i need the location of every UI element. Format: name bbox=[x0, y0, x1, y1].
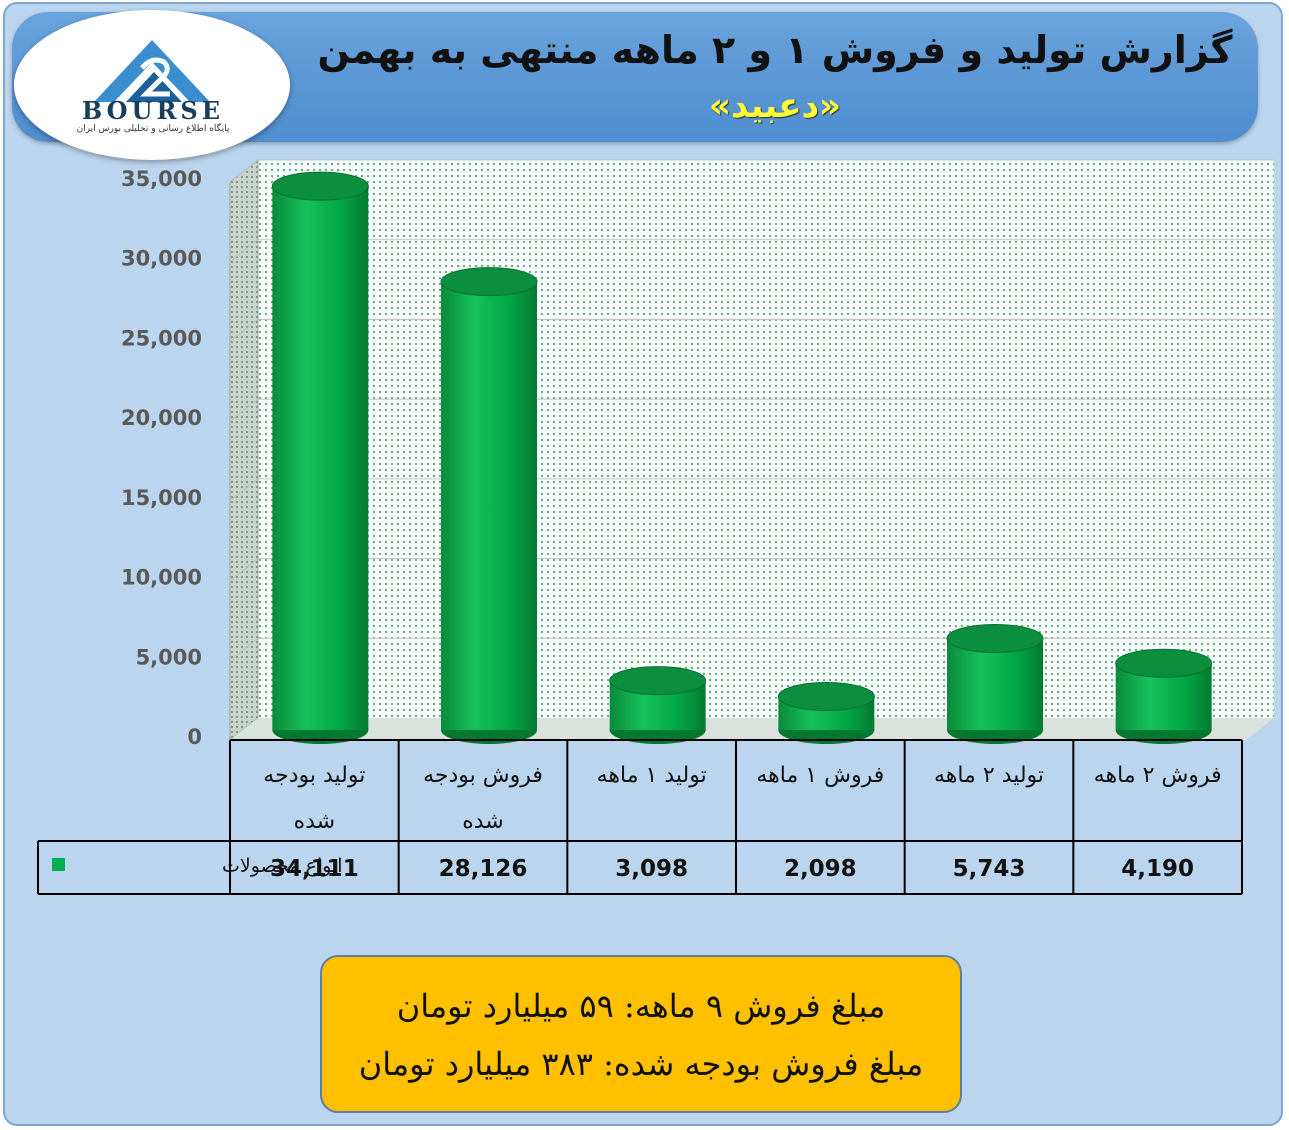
legend-label: انواع محصولات bbox=[222, 855, 343, 877]
y-tick-label: 10,000 bbox=[121, 566, 202, 590]
gridline bbox=[229, 478, 259, 502]
x-tick-label: فروش بودجه bbox=[423, 763, 543, 788]
bar-top bbox=[609, 666, 707, 696]
gridline bbox=[229, 558, 259, 581]
bar-top bbox=[271, 171, 369, 201]
data-label: 4,190 bbox=[1121, 856, 1194, 882]
sales-summary-box: مبلغ فروش ۹ ماهه: ۵۹ میلیارد تومان مبلغ … bbox=[320, 955, 962, 1113]
logo-wordmark: BOURSE bbox=[81, 96, 225, 125]
chart-subtitle: «دعبید» bbox=[709, 86, 841, 126]
bar-top bbox=[440, 267, 538, 297]
gridline bbox=[229, 159, 259, 183]
data-label: 3,098 bbox=[615, 856, 688, 882]
y-tick-label: 20,000 bbox=[121, 406, 202, 430]
gridline bbox=[229, 319, 259, 342]
y-tick-label: 25,000 bbox=[121, 326, 202, 350]
plot-back-wall bbox=[258, 160, 1274, 718]
plot-side-wall bbox=[229, 158, 259, 742]
gridline bbox=[229, 637, 259, 661]
y-tick-label: 30,000 bbox=[121, 247, 202, 271]
y-tick-label: 0 bbox=[187, 725, 202, 749]
x-tick-label: تولید ۱ ماهه bbox=[597, 763, 707, 788]
data-label: 2,098 bbox=[784, 856, 857, 882]
y-tick-label: 15,000 bbox=[121, 486, 202, 510]
bar bbox=[947, 638, 1043, 730]
data-label: 5,743 bbox=[953, 856, 1026, 882]
data-label: 28,126 bbox=[439, 856, 528, 882]
logo-mark-icon bbox=[94, 40, 210, 102]
bar-top bbox=[946, 623, 1044, 653]
y-tick-label: 5,000 bbox=[136, 645, 202, 669]
summary-line-9-month-sales: مبلغ فروش ۹ ماهه: ۵۹ میلیارد تومان bbox=[396, 987, 886, 1025]
bar bbox=[441, 281, 537, 730]
x-tick-label: شده bbox=[294, 809, 336, 834]
x-tick-label: تولید ۲ ماهه bbox=[934, 763, 1044, 788]
x-tick-label: فروش ۱ ماهه bbox=[756, 763, 884, 788]
x-tick-label: تولید بودجه bbox=[263, 763, 365, 788]
gridline bbox=[229, 398, 259, 422]
gridline bbox=[229, 239, 259, 263]
x-tick-label: فروش ۲ ماهه bbox=[1094, 763, 1222, 788]
chart-title: گزارش تولید و فروش ۱ و ۲ ماهه منتهی به ب… bbox=[317, 28, 1233, 72]
y-tick-label: 35,000 bbox=[121, 167, 202, 191]
legend-swatch bbox=[52, 858, 65, 871]
data-label: 34,111 bbox=[270, 856, 359, 882]
summary-line-budgeted-sales: مبلغ فروش بودجه شده: ۳۸۳ میلیارد تومان bbox=[358, 1045, 924, 1083]
bar bbox=[272, 186, 369, 730]
bar-top bbox=[1115, 648, 1213, 678]
bar-top bbox=[777, 682, 875, 712]
x-tick-label: شده bbox=[462, 809, 504, 834]
bourse24-logo: BOURSE پایگاه اطلاع رسانی و تحلیلی بورس … bbox=[14, 10, 290, 160]
logo-tagline: پایگاه اطلاع رسانی و تحلیلی بورس ایران bbox=[76, 124, 230, 134]
